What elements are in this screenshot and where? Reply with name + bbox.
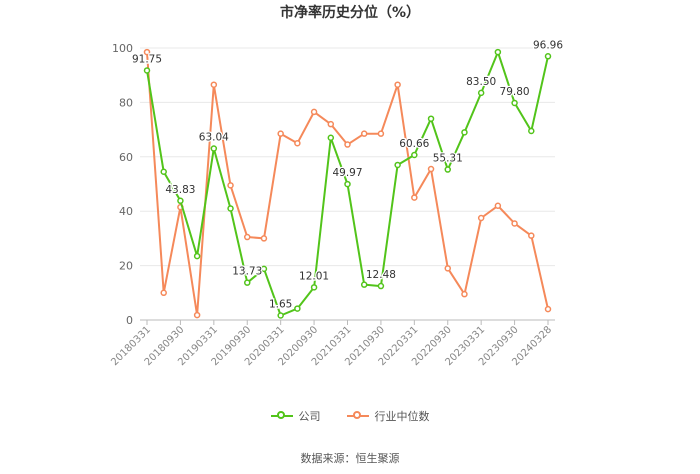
data-point-industry-median	[544, 305, 552, 313]
data-point-company	[427, 115, 435, 122]
data-label: 1.65	[269, 299, 292, 311]
data-point-company	[511, 99, 518, 107]
source-note: 数据来源：恒生聚源	[300, 452, 400, 465]
data-point-company	[244, 279, 251, 286]
data-point-industry-median	[327, 120, 335, 128]
data-point-company	[544, 53, 552, 60]
data-point-industry-median	[511, 220, 518, 227]
data-point-company	[360, 281, 368, 288]
data-label: 60.66	[399, 138, 429, 150]
data-point-industry-median	[411, 194, 418, 201]
data-point-industry-median	[193, 311, 201, 319]
data-point-industry-median	[494, 202, 502, 210]
data-point-industry-median	[143, 48, 151, 56]
data-point-industry-median	[360, 130, 368, 137]
y-tick-label: 40	[119, 205, 133, 218]
data-label: 79.80	[500, 86, 530, 98]
data-point-company	[444, 166, 451, 173]
legend-swatch-company	[270, 410, 293, 422]
legend: 公司 行业中位数	[0, 408, 700, 424]
data-label: 43.83	[165, 184, 195, 196]
data-label: 12.01	[299, 270, 329, 282]
data-point-company	[160, 168, 167, 176]
data-labels: 91.75 43.83 63.04 13.73 1.65 12.01 49.97 12.48 6…	[131, 38, 565, 312]
data-point-industry-median	[477, 214, 485, 222]
data-point-industry-median	[260, 235, 268, 242]
legend-item-industry-median[interactable]: 行业中位数	[346, 408, 430, 424]
data-point-company	[327, 134, 335, 142]
data-label: 63.04	[199, 132, 229, 144]
data-point-company	[227, 205, 234, 212]
grid-lines	[140, 47, 555, 267]
data-point-company	[494, 48, 502, 56]
y-tick-label: 20	[119, 260, 133, 273]
data-point-company	[177, 197, 184, 205]
data-point-industry-median	[160, 289, 167, 297]
data-point-industry-median	[310, 108, 318, 116]
data-point-industry-median	[294, 139, 301, 147]
data-point-company	[394, 161, 401, 169]
data-point-company	[294, 305, 301, 312]
data-point-industry-median	[444, 265, 451, 272]
legend-label-company: 公司	[298, 410, 321, 423]
y-tick-label: 0	[126, 314, 133, 327]
data-point-company	[528, 127, 535, 135]
legend-swatch-industry-median	[346, 410, 369, 422]
data-point-industry-median	[344, 141, 351, 148]
data-label: 49.97	[332, 167, 362, 179]
y-tick-label: 100	[112, 42, 133, 55]
data-label: 96.96	[533, 39, 563, 51]
data-point-company	[344, 180, 351, 188]
axes: 0204060801002018033120180930201903312019…	[109, 42, 555, 368]
data-label: 83.50	[466, 76, 496, 88]
y-tick-label: 80	[119, 96, 133, 109]
data-point-company	[260, 265, 268, 273]
data-point-industry-median	[461, 290, 468, 298]
data-point-company	[310, 284, 318, 291]
data-point-company	[143, 67, 151, 74]
data-label: 12.48	[366, 269, 396, 281]
data-label: 91.75	[132, 53, 162, 65]
data-point-company	[193, 252, 201, 260]
data-label: 55.31	[433, 153, 463, 165]
data-point-company	[477, 89, 485, 97]
data-point-industry-median	[528, 232, 535, 239]
data-point-company	[411, 151, 418, 159]
legend-label-industry-median: 行业中位数	[374, 410, 430, 423]
series-lines	[143, 48, 552, 319]
data-point-company	[277, 312, 284, 319]
data-label: 13.73	[232, 266, 262, 278]
legend-item-company[interactable]: 公司	[270, 408, 321, 424]
data-point-industry-median	[427, 165, 435, 173]
data-point-industry-median	[394, 81, 401, 88]
data-point-industry-median	[277, 130, 284, 137]
data-point-industry-median	[377, 130, 385, 137]
data-point-company	[461, 129, 468, 136]
data-point-industry-median	[227, 182, 234, 189]
chart-title: 市净率历史分位（%）	[279, 5, 421, 21]
y-tick-label: 60	[119, 151, 133, 164]
data-point-industry-median	[210, 81, 218, 88]
data-point-company	[210, 145, 218, 152]
data-point-industry-median	[244, 233, 251, 241]
data-point-company	[377, 282, 385, 290]
